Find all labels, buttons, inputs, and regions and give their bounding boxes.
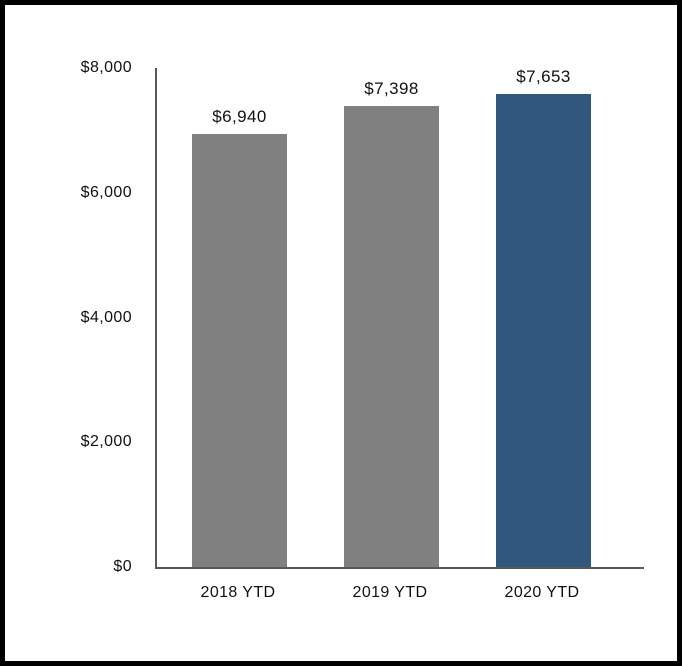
- bar-2020: [496, 94, 591, 567]
- bar-value-label: $7,653: [516, 67, 571, 86]
- y-tick-label: $0: [113, 558, 132, 575]
- y-tick-label: $4,000: [80, 308, 132, 326]
- x-category-label: 2019 YTD: [352, 584, 428, 601]
- bar-2019: [344, 105, 439, 567]
- x-axis: 2018 YTD 2019 YTD 2020 YTD: [155, 583, 642, 607]
- bar-value-label: $6,940: [212, 107, 267, 127]
- x-category-label: 2018 YTD: [200, 584, 276, 601]
- plot-area: $6,940 $7,398 $7,653: [155, 68, 644, 569]
- bar-group-2018: $6,940: [192, 68, 287, 567]
- bar-group-2020: $7,653: [496, 68, 591, 567]
- bar-2018: [192, 134, 287, 567]
- y-tick-label: $8,000: [80, 59, 132, 76]
- bar-group-2019: $7,398: [344, 68, 439, 567]
- y-tick-label: $2,000: [80, 433, 132, 451]
- y-axis: $0 $2,000 $4,000 $6,000 $8,000: [27, 60, 132, 575]
- x-category-label: 2020 YTD: [504, 584, 580, 601]
- y-tick-label: $6,000: [80, 183, 132, 201]
- bar-value-label: $7,398: [364, 78, 419, 98]
